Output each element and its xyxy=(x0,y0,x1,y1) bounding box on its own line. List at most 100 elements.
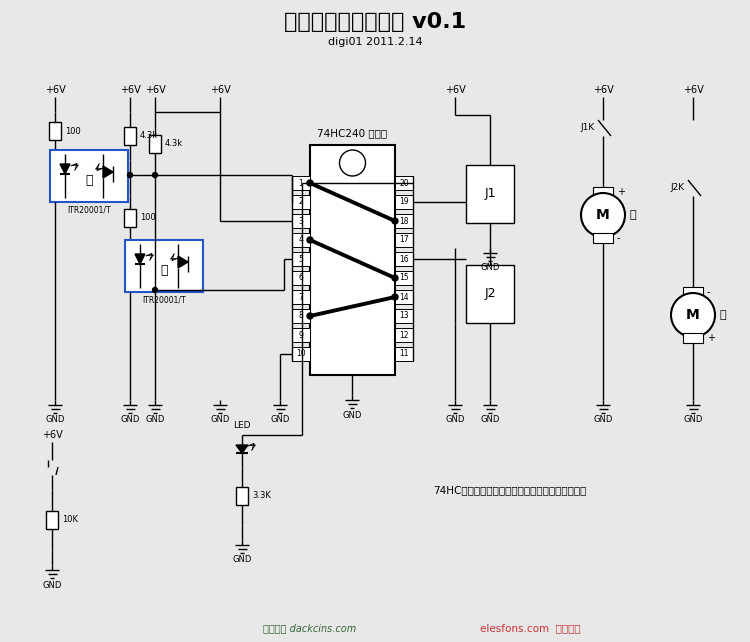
Bar xyxy=(292,214,310,228)
Text: 7: 7 xyxy=(298,293,304,302)
Text: 10K: 10K xyxy=(62,516,78,525)
Text: ITR20001/T: ITR20001/T xyxy=(142,295,186,304)
Text: 12: 12 xyxy=(399,331,409,340)
Bar xyxy=(292,252,310,266)
Text: +6V: +6V xyxy=(42,430,62,440)
Circle shape xyxy=(392,294,398,300)
Text: GND: GND xyxy=(683,415,703,424)
Bar xyxy=(149,135,161,153)
Text: M: M xyxy=(686,308,700,322)
Text: +6V: +6V xyxy=(120,85,140,95)
Bar xyxy=(395,195,413,209)
Text: GND: GND xyxy=(42,580,62,589)
Bar xyxy=(124,209,136,227)
Text: GND: GND xyxy=(446,415,465,424)
Text: GND: GND xyxy=(480,263,500,272)
Text: +: + xyxy=(707,333,715,343)
Circle shape xyxy=(152,173,157,177)
Text: J2: J2 xyxy=(484,288,496,300)
Text: 17: 17 xyxy=(399,236,409,245)
Text: 左: 左 xyxy=(719,310,725,320)
Bar xyxy=(683,333,703,343)
Bar xyxy=(292,271,310,285)
Text: 16: 16 xyxy=(399,254,409,263)
Circle shape xyxy=(307,313,313,319)
Circle shape xyxy=(392,218,398,224)
Bar xyxy=(46,511,58,529)
Text: 模拟计算机循线小车 v0.1: 模拟计算机循线小车 v0.1 xyxy=(284,12,466,32)
Text: GND: GND xyxy=(593,415,613,424)
Text: LED: LED xyxy=(233,421,250,429)
Text: 13: 13 xyxy=(399,311,409,320)
Text: digi01 2011.2.14: digi01 2011.2.14 xyxy=(328,37,422,47)
Text: GND: GND xyxy=(45,415,64,424)
Bar xyxy=(292,309,310,323)
Text: J2K: J2K xyxy=(671,182,685,191)
Bar xyxy=(395,347,413,361)
Text: 8: 8 xyxy=(298,311,303,320)
Text: 右: 右 xyxy=(160,263,168,277)
Polygon shape xyxy=(103,166,113,178)
Text: J1: J1 xyxy=(484,187,496,200)
Circle shape xyxy=(671,293,715,337)
Bar xyxy=(124,127,136,145)
Text: +6V: +6V xyxy=(682,85,703,95)
Bar xyxy=(292,195,310,209)
Bar xyxy=(395,309,413,323)
Text: 100: 100 xyxy=(65,126,81,135)
Bar xyxy=(236,487,248,505)
Text: GND: GND xyxy=(232,555,252,564)
Text: ITR20001/T: ITR20001/T xyxy=(68,205,111,214)
Text: +6V: +6V xyxy=(592,85,613,95)
Text: 19: 19 xyxy=(399,198,409,207)
Text: 欢迎光临 dackcins.com: 欢迎光临 dackcins.com xyxy=(263,623,357,633)
Text: 10: 10 xyxy=(296,349,306,358)
Text: 1: 1 xyxy=(298,178,303,187)
Circle shape xyxy=(581,193,625,237)
Bar xyxy=(125,240,203,292)
Text: 14: 14 xyxy=(399,293,409,302)
Text: 3.3K: 3.3K xyxy=(252,492,271,501)
Polygon shape xyxy=(60,164,70,174)
Text: 15: 15 xyxy=(399,273,409,282)
Text: -: - xyxy=(617,233,620,243)
Bar xyxy=(395,214,413,228)
Text: +: + xyxy=(617,187,625,197)
Text: 6: 6 xyxy=(298,273,304,282)
Polygon shape xyxy=(236,445,248,453)
Text: GND: GND xyxy=(146,415,165,424)
Circle shape xyxy=(392,275,398,281)
Bar xyxy=(395,328,413,342)
Text: -: - xyxy=(707,287,710,297)
Text: 左: 左 xyxy=(86,173,93,186)
Bar xyxy=(310,145,395,375)
Text: GND: GND xyxy=(342,410,362,419)
Bar xyxy=(395,176,413,190)
Bar xyxy=(683,287,703,297)
Text: 100: 100 xyxy=(140,213,156,222)
Bar xyxy=(292,176,310,190)
Circle shape xyxy=(128,173,133,177)
Circle shape xyxy=(307,180,313,186)
Polygon shape xyxy=(178,256,188,268)
Text: M: M xyxy=(596,208,610,222)
Bar xyxy=(50,150,128,202)
Bar xyxy=(395,271,413,285)
Text: 2: 2 xyxy=(298,198,303,207)
Text: 11: 11 xyxy=(399,349,409,358)
Text: J1K: J1K xyxy=(580,123,596,132)
Text: GND: GND xyxy=(120,415,140,424)
Bar xyxy=(292,290,310,304)
Bar xyxy=(593,187,613,197)
Text: +6V: +6V xyxy=(145,85,165,95)
Bar xyxy=(466,265,514,323)
Text: GND: GND xyxy=(270,415,290,424)
Text: 74HC240 顶视图: 74HC240 顶视图 xyxy=(317,128,388,138)
Text: 9: 9 xyxy=(298,331,304,340)
Bar xyxy=(292,347,310,361)
Text: GND: GND xyxy=(480,415,500,424)
Bar xyxy=(292,328,310,342)
Text: elesfons.com  次元烧鱼: elesfons.com 次元烧鱼 xyxy=(480,623,580,633)
Bar xyxy=(395,290,413,304)
Bar xyxy=(395,233,413,247)
